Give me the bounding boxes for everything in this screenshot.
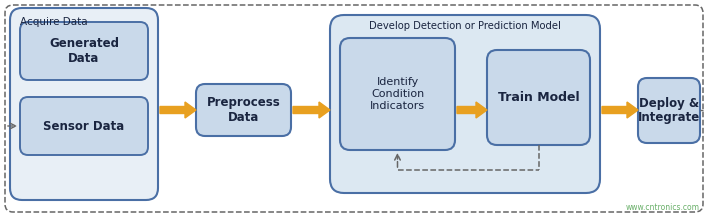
Text: Preprocess
Data: Preprocess Data: [206, 96, 280, 124]
Text: www.cntronics.com: www.cntronics.com: [626, 203, 700, 212]
Text: Acquire Data: Acquire Data: [20, 17, 88, 27]
FancyArrow shape: [293, 102, 330, 118]
FancyBboxPatch shape: [340, 38, 455, 150]
FancyBboxPatch shape: [196, 84, 291, 136]
Text: Generated
Data: Generated Data: [49, 37, 119, 65]
FancyBboxPatch shape: [487, 50, 590, 145]
Text: Train Model: Train Model: [498, 91, 579, 104]
FancyBboxPatch shape: [20, 97, 148, 155]
FancyBboxPatch shape: [10, 8, 158, 200]
Text: Identify
Condition
Indicators: Identify Condition Indicators: [370, 77, 425, 111]
FancyBboxPatch shape: [330, 15, 600, 193]
Text: Sensor Data: Sensor Data: [43, 120, 125, 132]
Text: Develop Detection or Prediction Model: Develop Detection or Prediction Model: [369, 21, 561, 31]
FancyArrow shape: [602, 102, 638, 118]
FancyArrow shape: [160, 102, 196, 118]
Text: Deploy &
Integrate: Deploy & Integrate: [638, 97, 700, 124]
FancyBboxPatch shape: [20, 22, 148, 80]
FancyArrow shape: [457, 102, 487, 118]
FancyBboxPatch shape: [5, 5, 703, 212]
FancyBboxPatch shape: [638, 78, 700, 143]
